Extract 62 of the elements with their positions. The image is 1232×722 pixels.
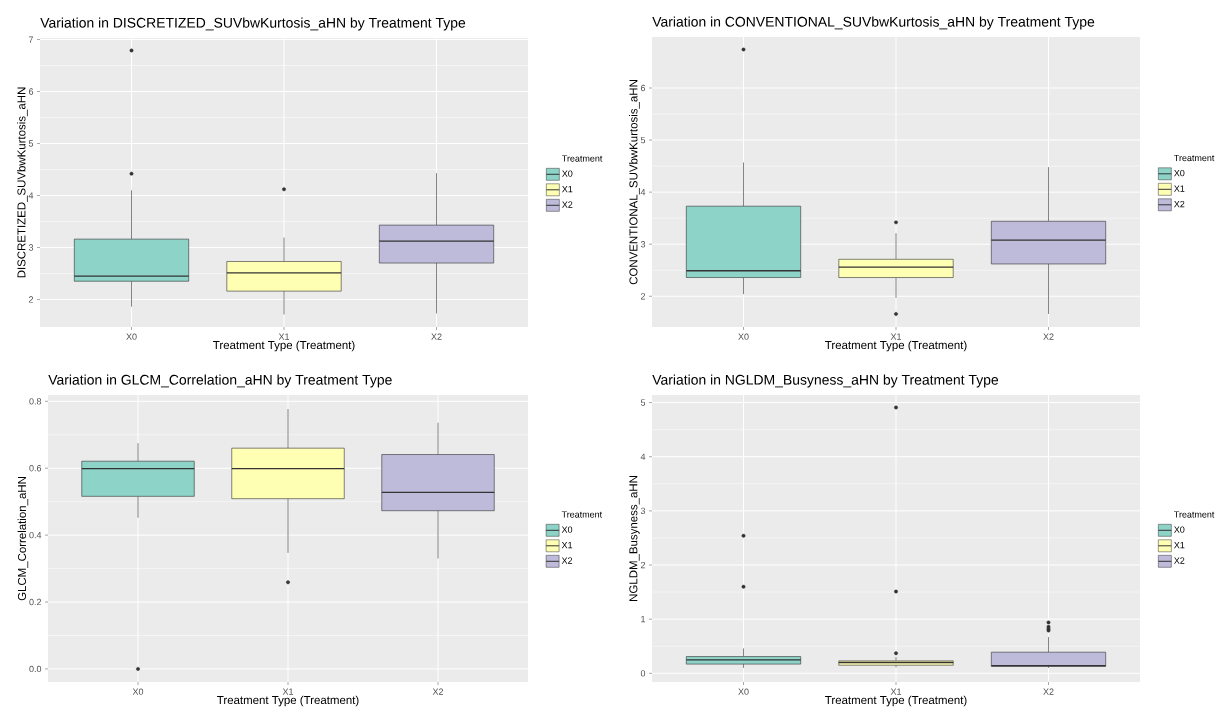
legend-label: X1	[561, 541, 573, 549]
legend-label: X2	[562, 201, 573, 208]
y-axis-title: GLCM_Correlation_aHN	[17, 477, 29, 601]
legend-label: X0	[1174, 169, 1185, 177]
y-tick-label: 2	[28, 296, 34, 303]
y-tick-label: 6	[28, 88, 34, 95]
y-tick-label: 0	[640, 670, 646, 677]
chart-title: Variation in GLCM_Correlation_aHN by Treatment Type	[48, 374, 392, 388]
y-tick-label: 5	[640, 399, 646, 406]
x-tick-label: X1	[278, 333, 290, 340]
chart-title: Variation in CONVENTIONAL_SUVbwKurtosis_aHN by Treatment Type	[652, 16, 1095, 30]
legend-label: X1	[1174, 541, 1185, 549]
y-tick-label: 2	[640, 293, 646, 300]
x-tick-label: X1	[890, 333, 902, 340]
x-tick-label: X0	[126, 333, 137, 340]
legend-label: X2	[561, 557, 573, 564]
x-axis-title: Treatment Type (Treatment)	[217, 695, 359, 707]
legend-label: X0	[562, 170, 573, 177]
legend-title: Treatment	[1174, 511, 1215, 518]
y-axis-title: DISCRETIZED_SUVbwKurtosis_aHN	[17, 87, 28, 278]
y-axis-title: CONVENTIONAL_SUVbwKurtosis_aHN	[629, 80, 640, 285]
y-tick-label: 4	[28, 192, 34, 199]
x-axis-title: Treatment Type (Treatment)	[825, 340, 967, 352]
x-tick-label: X1	[890, 688, 902, 695]
x-tick-label: X0	[738, 333, 749, 340]
x-tick-label: X2	[432, 688, 444, 695]
legend-label: X2	[1174, 557, 1185, 564]
y-axis-title: NGLDM_Busyness_aHN	[629, 476, 640, 601]
y-tick-label: 5	[28, 140, 34, 147]
x-axis-title: Treatment Type (Treatment)	[213, 340, 355, 352]
y-tick-label: 0.8	[29, 398, 42, 405]
legend-label: X2	[1174, 200, 1185, 208]
y-tick-label: 0.0	[29, 665, 42, 673]
y-tick-label: 4	[640, 189, 646, 196]
y-tick-label: 3	[640, 241, 646, 248]
y-tick-label: 0.6	[29, 465, 42, 472]
chart-title: Variation in DISCRETIZED_SUVbwKurtosis_aHN by Treatment Type	[40, 17, 466, 31]
y-tick-label: 5	[640, 136, 646, 144]
x-tick-label: X2	[1043, 333, 1054, 340]
legend-label: X0	[1174, 526, 1185, 533]
y-tick-label: 2	[640, 561, 646, 569]
chart-title: Variation in NGLDM_Busyness_aHN by Treatment Type	[652, 374, 999, 388]
y-tick-label: 1	[641, 616, 646, 623]
x-tick-label: X0	[132, 688, 144, 695]
x-tick-label: X2	[1043, 688, 1054, 695]
x-tick-label: X0	[738, 688, 749, 695]
x-tick-label: X2	[431, 333, 442, 340]
y-tick-label: 0.4	[29, 531, 42, 539]
y-tick-label: 4	[640, 453, 646, 460]
legend-title: Treatment	[1174, 154, 1215, 162]
x-axis-title: Treatment Type (Treatment)	[825, 695, 967, 707]
legend-label: X1	[1174, 185, 1185, 192]
y-tick-label: 3	[28, 244, 34, 251]
legend-title: Treatment	[561, 511, 603, 518]
x-tick-label: X1	[282, 688, 294, 695]
y-tick-label: 0.2	[29, 598, 42, 606]
y-tick-label: 6	[640, 84, 646, 92]
y-tick-label: 3	[640, 507, 646, 515]
legend-title: Treatment	[562, 155, 603, 162]
legend-label: X1	[562, 185, 573, 193]
y-tick-label: 7	[28, 36, 34, 43]
legend-label: X0	[561, 526, 573, 533]
